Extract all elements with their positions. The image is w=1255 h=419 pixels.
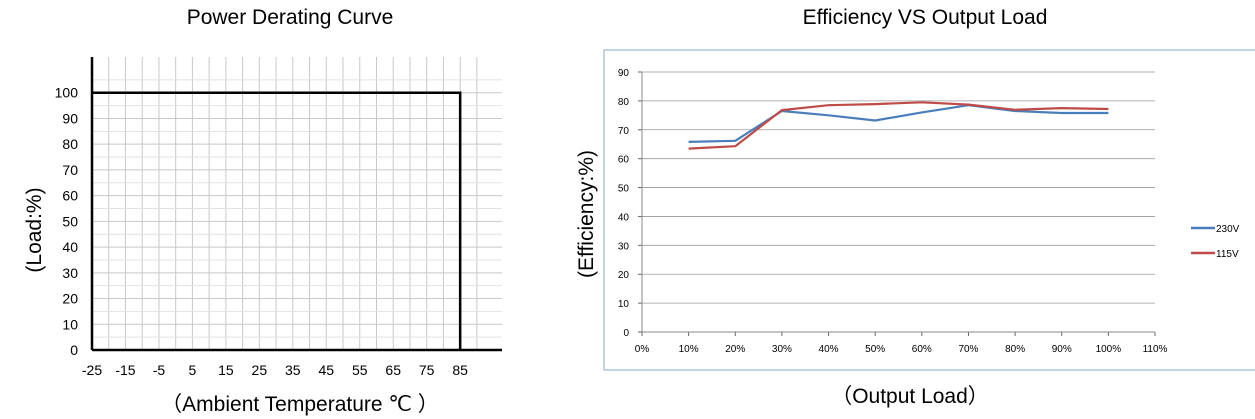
efficiency-series-line-115V bbox=[688, 101, 1109, 150]
derating-chart: -25 -15 -5 5 15 25 35 45 55 65 75 85 0 10 20 30 40 50 60 70… bbox=[55, 57, 502, 378]
derating-y-tick-label: 10 bbox=[62, 316, 78, 332]
efficiency-y-tick-label: 50 bbox=[618, 184, 630, 195]
efficiency-y-tick-label: 10 bbox=[618, 299, 630, 310]
efficiency-chart-frame bbox=[603, 49, 1255, 371]
efficiency-y-tick-label: 80 bbox=[618, 97, 630, 108]
efficiency-x-tick-label: 50% bbox=[865, 344, 885, 355]
efficiency-x-tick-label: 20% bbox=[725, 344, 745, 355]
derating-x-tick-label: 5 bbox=[189, 362, 197, 378]
efficiency-y-tick-label: 0 bbox=[623, 328, 629, 339]
efficiency-chart-title: Efficiency VS Output Load bbox=[802, 6, 1048, 29]
legend-label-230V: 230V bbox=[1216, 224, 1240, 235]
efficiency-x-axis-label: （Output Load） bbox=[831, 385, 989, 408]
efficiency-x-tick-label: 40% bbox=[819, 344, 839, 355]
efficiency-y-tick-label: 40 bbox=[618, 212, 630, 223]
derating-x-tick-label: 65 bbox=[385, 362, 401, 378]
efficiency-series-line-230V bbox=[688, 104, 1109, 143]
efficiency-x-tick-label: 10% bbox=[679, 344, 699, 355]
derating-x-tick-label: 25 bbox=[252, 362, 268, 378]
derating-y-tick-label: 40 bbox=[62, 239, 78, 255]
derating-y-tick-label: 30 bbox=[62, 265, 78, 281]
derating-x-tick-label: 15 bbox=[218, 362, 234, 378]
derating-x-tick-label: -5 bbox=[153, 362, 166, 378]
derating-x-tick-label: 85 bbox=[452, 362, 468, 378]
efficiency-y-tick-label: 60 bbox=[618, 155, 630, 166]
derating-y-tick-label: 90 bbox=[62, 110, 78, 126]
efficiency-x-tick-label: 90% bbox=[1052, 344, 1072, 355]
derating-y-tick-label: 20 bbox=[62, 291, 78, 307]
derating-y-tick-label: 50 bbox=[62, 213, 78, 229]
efficiency-x-tick-label: 0% bbox=[635, 344, 650, 355]
derating-y-tick-label: 60 bbox=[62, 188, 78, 204]
derating-x-tick-label: 75 bbox=[419, 362, 435, 378]
derating-x-tick-label: -25 bbox=[82, 362, 102, 378]
efficiency-x-tick-label: 110% bbox=[1143, 344, 1168, 355]
derating-x-tick-label: 55 bbox=[352, 362, 368, 378]
efficiency-y-tick-label: 90 bbox=[618, 68, 630, 79]
derating-curve-line bbox=[92, 91, 462, 350]
efficiency-chart: 0 10 20 30 40 50 60 70 80 90 0% 10% 20% 30% 40% 50% 60% 7… bbox=[603, 49, 1255, 371]
derating-x-tick-label: 45 bbox=[318, 362, 334, 378]
derating-y-tick-label: 80 bbox=[62, 136, 78, 152]
legend-label-115V: 115V bbox=[1216, 249, 1239, 260]
derating-y-tick-label: 70 bbox=[62, 162, 78, 178]
efficiency-x-tick-label: 30% bbox=[772, 344, 792, 355]
efficiency-x-tick-label: 100% bbox=[1096, 344, 1122, 355]
derating-x-tick-label: -15 bbox=[115, 362, 135, 378]
efficiency-y-tick-label: 70 bbox=[618, 126, 630, 137]
efficiency-x-tick-label: 70% bbox=[958, 344, 978, 355]
efficiency-x-tick-label: 80% bbox=[1005, 344, 1025, 355]
derating-y-tick-label: 0 bbox=[70, 342, 78, 358]
derating-y-tick-label: 100 bbox=[55, 85, 79, 101]
efficiency-y-tick-label: 30 bbox=[618, 241, 630, 252]
derating-x-axis-label: （Ambient Temperature ℃ ） bbox=[161, 393, 439, 416]
efficiency-y-tick-label: 20 bbox=[618, 270, 630, 281]
derating-x-tick-label: 35 bbox=[285, 362, 301, 378]
derating-chart-title: Power Derating Curve bbox=[186, 6, 394, 29]
efficiency-x-tick-label: 60% bbox=[912, 344, 932, 355]
